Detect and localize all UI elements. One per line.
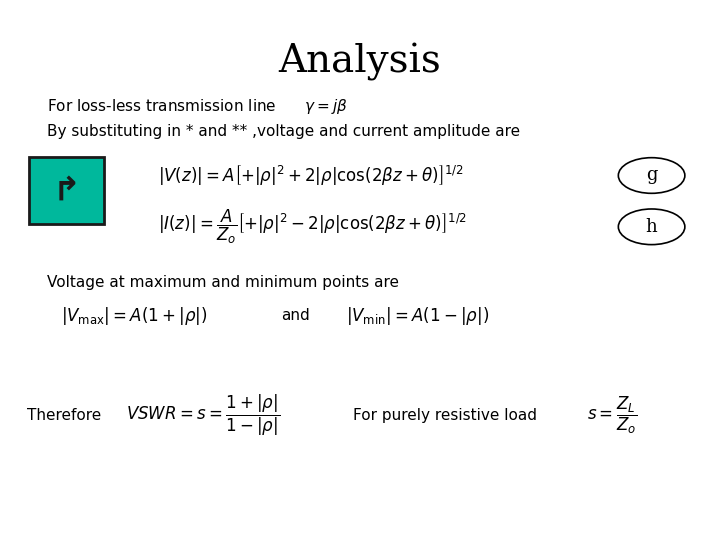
Text: Voltage at maximum and minimum points are: Voltage at maximum and minimum points ar… bbox=[47, 275, 399, 291]
Text: $|V_{\mathrm{max}}| = A(1+|\rho|)$: $|V_{\mathrm{max}}| = A(1+|\rho|)$ bbox=[61, 305, 207, 327]
FancyBboxPatch shape bbox=[29, 157, 104, 224]
Text: Therefore: Therefore bbox=[27, 408, 102, 423]
Text: $|I(z)| = \dfrac{A}{Z_o}\left[+|\rho|^2 - 2|\rho|\cos(2\beta z + \theta)\right]^: $|I(z)| = \dfrac{A}{Z_o}\left[+|\rho|^2 … bbox=[158, 208, 467, 246]
Text: By substituting in * and ** ,voltage and current amplitude are: By substituting in * and ** ,voltage and… bbox=[47, 124, 520, 139]
Text: For purely resistive load: For purely resistive load bbox=[353, 408, 537, 423]
Text: Analysis: Analysis bbox=[279, 43, 441, 81]
Text: $VSWR = s = \dfrac{1+|\rho|}{1-|\rho|}$: $VSWR = s = \dfrac{1+|\rho|}{1-|\rho|}$ bbox=[126, 393, 280, 438]
Text: g: g bbox=[646, 166, 657, 185]
Text: $|V_{\mathrm{min}}| = A(1-|\rho|)$: $|V_{\mathrm{min}}| = A(1-|\rho|)$ bbox=[346, 305, 489, 327]
Text: For loss-less transmission line      $\gamma = j\beta$: For loss-less transmission line $\gamma … bbox=[47, 97, 348, 116]
Text: $s = \dfrac{Z_L}{Z_o}$: $s = \dfrac{Z_L}{Z_o}$ bbox=[587, 395, 637, 436]
Text: h: h bbox=[646, 218, 657, 236]
Text: $|V(z)| = A\left[+|\rho|^2 + 2|\rho|\cos(2\beta z + \theta)\right]^{1/2}$: $|V(z)| = A\left[+|\rho|^2 + 2|\rho|\cos… bbox=[158, 164, 464, 187]
Text: and: and bbox=[281, 308, 310, 323]
Text: ↱: ↱ bbox=[53, 174, 81, 207]
